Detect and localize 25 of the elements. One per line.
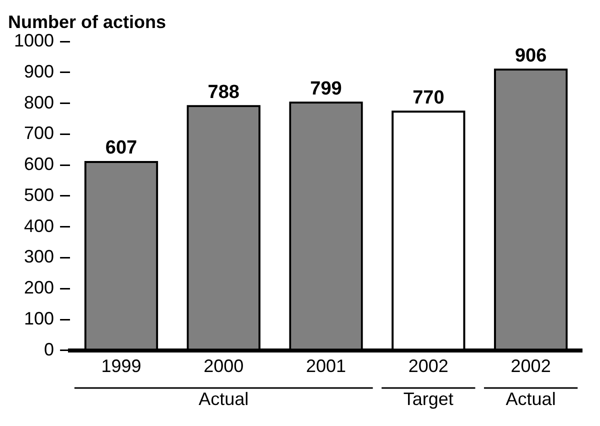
- x-tick-label: 2000: [204, 356, 244, 376]
- data-label: 906: [514, 45, 547, 66]
- text: Target: [403, 388, 454, 409]
- data-label: 788: [208, 82, 240, 103]
- x-tick-label: 1999: [101, 356, 142, 376]
- y-tick-label: 700: [24, 123, 54, 144]
- data-label: 770: [412, 87, 444, 108]
- data-label: 607: [105, 138, 138, 159]
- x-tick-label: 2002: [510, 356, 551, 376]
- x-tick-label: 2002: [408, 356, 448, 376]
- y-tick-label: 500: [24, 184, 54, 205]
- text: Actual: [198, 388, 249, 409]
- y-axis-title: Number of actions: [8, 12, 166, 32]
- y-tick-label: 800: [24, 92, 54, 112]
- y-tick-label: 300: [24, 246, 54, 267]
- text: Actual: [506, 388, 556, 409]
- data-label: 799: [310, 78, 342, 100]
- y-tick-label: 100: [24, 308, 54, 328]
- y-tick-label: 1000: [14, 30, 54, 51]
- y-tick-label: 200: [24, 278, 54, 298]
- x-tick-label: 2001: [306, 356, 346, 376]
- y-tick-label: 900: [24, 61, 54, 82]
- y-tick-label: 400: [24, 216, 54, 236]
- y-tick-label: 0: [44, 339, 54, 360]
- y-tick-label: 600: [24, 154, 54, 174]
